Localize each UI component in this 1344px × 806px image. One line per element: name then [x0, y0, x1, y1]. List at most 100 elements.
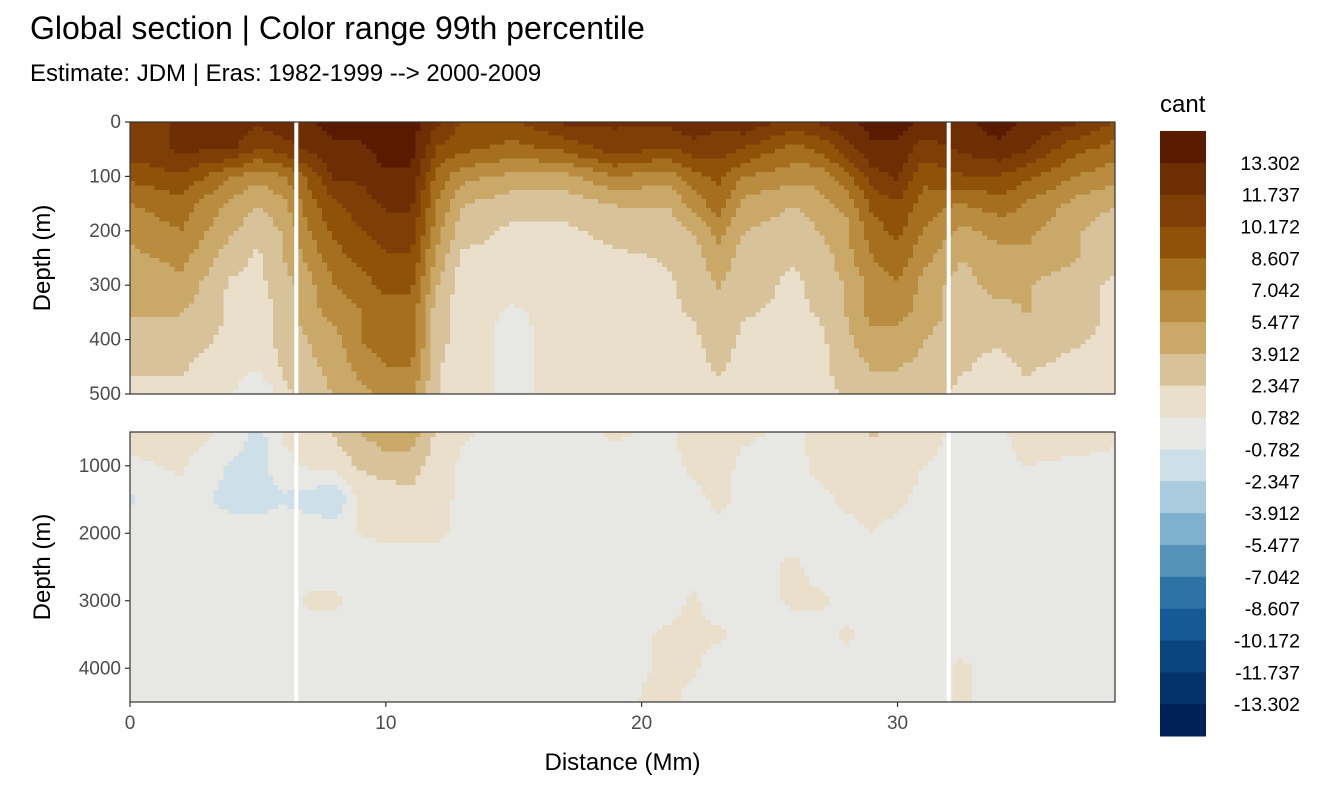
heatmap-cell — [804, 171, 811, 177]
heatmap-cell — [1051, 180, 1057, 186]
heatmap-cell — [868, 167, 875, 173]
heatmap-cell — [391, 167, 397, 173]
heatmap-cell — [691, 212, 697, 218]
heatmap-cell — [297, 153, 303, 159]
heatmap-cell — [543, 212, 550, 218]
heatmap-cell — [322, 185, 328, 191]
heatmap-cell — [1080, 126, 1086, 132]
heatmap-cell — [159, 144, 166, 150]
heatmap-cell — [583, 158, 589, 164]
heatmap-cell — [721, 149, 727, 155]
heatmap-cell — [696, 122, 702, 128]
heatmap-cell — [671, 131, 678, 137]
heatmap-cell — [657, 217, 663, 223]
heatmap-cell — [657, 176, 663, 182]
heatmap-cell — [460, 135, 466, 141]
heatmap-cell — [977, 199, 983, 205]
heatmap-cell — [1051, 171, 1057, 177]
heatmap-cell — [410, 203, 417, 209]
heatmap-cell — [218, 144, 225, 150]
heatmap-cell — [1075, 208, 1082, 214]
heatmap-cell — [164, 144, 170, 150]
heatmap-cell — [1055, 194, 1062, 200]
heatmap-cell — [189, 199, 195, 205]
heatmap-cell — [322, 217, 328, 223]
heatmap-cell — [243, 190, 249, 196]
heatmap-cell — [189, 180, 195, 186]
heatmap-cell — [785, 212, 791, 218]
heatmap-cell — [972, 180, 978, 186]
heatmap-cell — [927, 226, 934, 232]
heatmap-cell — [1070, 158, 1077, 164]
heatmap-cell — [208, 176, 215, 182]
heatmap-cell — [701, 226, 707, 232]
heatmap-cell — [233, 226, 239, 232]
heatmap-cell — [819, 162, 825, 168]
heatmap-cell — [834, 162, 840, 168]
heatmap-cell — [1090, 140, 1096, 146]
heatmap-cell — [760, 185, 766, 191]
heatmap-cell — [1051, 199, 1057, 205]
heatmap-cell — [602, 171, 609, 177]
heatmap-cell — [445, 208, 451, 214]
heatmap-cell — [967, 140, 973, 146]
heatmap-cell — [159, 190, 166, 196]
heatmap-cell — [632, 162, 638, 168]
heatmap-cell — [908, 194, 914, 200]
heatmap-cell — [238, 167, 244, 173]
heatmap-cell — [474, 131, 481, 137]
heatmap-cell — [898, 194, 904, 200]
heatmap-cell — [469, 131, 476, 137]
heatmap-cell — [711, 171, 717, 177]
heatmap-cell — [844, 131, 850, 137]
heatmap-cell — [839, 153, 845, 159]
heatmap-cell — [484, 140, 491, 146]
heatmap-cell — [312, 122, 318, 128]
heatmap-cell — [203, 230, 210, 236]
heatmap-cell — [937, 180, 944, 186]
heatmap-cell — [765, 194, 771, 200]
heatmap-cell — [868, 135, 875, 141]
heatmap-cell — [455, 217, 461, 223]
heatmap-cell — [750, 171, 756, 177]
heatmap-cell — [504, 149, 510, 155]
heatmap-cell — [888, 149, 894, 155]
heatmap-cell — [139, 149, 146, 155]
heatmap-cell — [203, 176, 210, 182]
heatmap-cell — [593, 135, 599, 141]
heatmap-cell — [479, 203, 486, 209]
heatmap-cell — [1046, 135, 1052, 141]
heatmap-cell — [341, 162, 348, 168]
heatmap-cell — [1105, 180, 1111, 186]
heatmap-cell — [331, 199, 338, 205]
heatmap-cell — [991, 185, 998, 191]
heatmap-cell — [814, 171, 821, 177]
heatmap-cell — [366, 203, 372, 209]
heatmap-cell — [395, 176, 402, 182]
heatmap-cell — [489, 140, 495, 146]
heatmap-cell — [489, 185, 495, 191]
heatmap-cell — [548, 203, 555, 209]
heatmap-cell — [686, 203, 692, 209]
heatmap-cell — [445, 176, 451, 182]
heatmap-cell — [755, 158, 761, 164]
heatmap-cell — [208, 180, 215, 186]
heatmap-cell — [760, 176, 766, 182]
heatmap-cell — [139, 221, 146, 227]
heatmap-cell — [701, 144, 707, 150]
heatmap-cell — [834, 167, 840, 173]
heatmap-cell — [450, 140, 456, 146]
heatmap-cell — [790, 217, 796, 223]
heatmap-cell — [1011, 230, 1018, 236]
heatmap-cell — [154, 176, 161, 182]
heatmap-cell — [524, 162, 530, 168]
heatmap-cell — [996, 180, 1003, 186]
heatmap-cell — [528, 144, 535, 150]
heatmap-cell — [514, 180, 520, 186]
heatmap-cell — [553, 144, 559, 150]
heatmap-cell — [893, 167, 899, 173]
heatmap-cell — [297, 158, 303, 164]
heatmap-cell — [878, 199, 885, 205]
heatmap-cell — [277, 230, 284, 236]
heatmap-cell — [1065, 135, 1072, 141]
